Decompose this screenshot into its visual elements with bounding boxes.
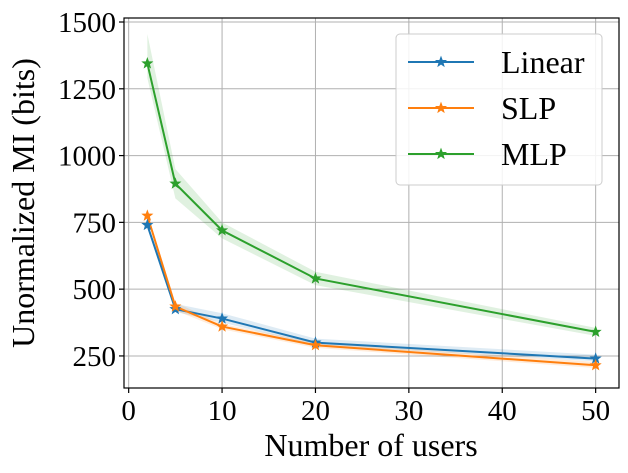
y-tick-label: 1500 <box>58 7 116 39</box>
x-tick-label: 50 <box>581 395 610 427</box>
legend-linear-marker <box>434 55 448 68</box>
linear-band <box>147 222 596 362</box>
x-tick-label: 40 <box>488 395 517 427</box>
legend-mlp-marker <box>434 147 448 160</box>
linear-marker <box>141 218 154 231</box>
x-tick-label: 10 <box>208 395 237 427</box>
slp-marker <box>216 320 229 332</box>
x-tick-label: 30 <box>394 395 423 427</box>
mlp-marker <box>169 177 182 189</box>
legend-slp-label: SLP <box>501 90 556 126</box>
y-axis-label: Unormalized MI (bits) <box>5 58 41 348</box>
y-tick-label: 1250 <box>58 74 116 106</box>
y-tick-label: 750 <box>73 207 117 239</box>
legend: Linear SLP MLP <box>395 33 603 186</box>
series-markers <box>141 57 602 371</box>
legend-box <box>395 33 603 186</box>
legend-linear-label: Linear <box>501 44 585 80</box>
mlp-marker <box>309 272 322 284</box>
y-tick-label: 1000 <box>58 141 116 173</box>
x-tick-label: 0 <box>121 395 136 427</box>
slp-marker <box>309 338 322 351</box>
legend-slp-marker <box>434 101 448 114</box>
y-tick-label: 500 <box>73 274 117 306</box>
mlp-marker <box>141 57 154 69</box>
confidence-bands <box>147 34 596 368</box>
plot-frame <box>123 17 620 389</box>
y-tick-label: 250 <box>73 341 117 373</box>
slp-marker <box>589 358 602 371</box>
slp-marker <box>169 300 182 312</box>
slp-marker <box>141 209 154 221</box>
mlp-marker <box>589 325 602 338</box>
x-tick-label: 20 <box>301 395 330 427</box>
mlp-marker <box>216 224 229 236</box>
ticks: 0 10 20 30 40 50 250 500 750 1000 1250 1500 <box>58 7 610 427</box>
legend-mlp-label: MLP <box>501 136 567 172</box>
x-axis-label: Number of users <box>264 427 477 463</box>
